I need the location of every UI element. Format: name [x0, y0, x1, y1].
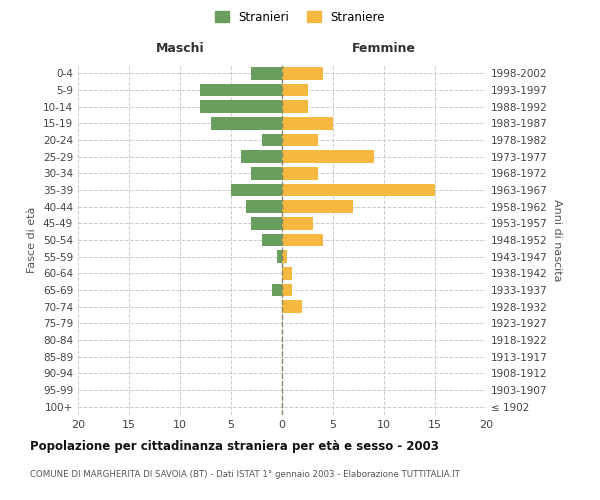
- Y-axis label: Anni di nascita: Anni di nascita: [551, 198, 562, 281]
- Y-axis label: Fasce di età: Fasce di età: [28, 207, 37, 273]
- Bar: [251, 167, 282, 179]
- Bar: [282, 67, 323, 80]
- Bar: [262, 234, 282, 246]
- Bar: [282, 167, 318, 179]
- Bar: [262, 134, 282, 146]
- Bar: [272, 284, 282, 296]
- Bar: [282, 84, 308, 96]
- Bar: [282, 300, 302, 313]
- Text: Maschi: Maschi: [155, 42, 205, 54]
- Bar: [282, 150, 374, 163]
- Bar: [282, 267, 292, 280]
- Text: Popolazione per cittadinanza straniera per età e sesso - 2003: Popolazione per cittadinanza straniera p…: [30, 440, 439, 453]
- Bar: [282, 100, 308, 113]
- Bar: [282, 134, 318, 146]
- Bar: [282, 200, 353, 213]
- Bar: [200, 84, 282, 96]
- Bar: [247, 200, 282, 213]
- Bar: [211, 117, 282, 130]
- Bar: [251, 217, 282, 230]
- Bar: [241, 150, 282, 163]
- Bar: [282, 250, 287, 263]
- Bar: [231, 184, 282, 196]
- Bar: [282, 117, 333, 130]
- Bar: [282, 284, 292, 296]
- Bar: [282, 234, 323, 246]
- Bar: [277, 250, 282, 263]
- Bar: [200, 100, 282, 113]
- Text: Femmine: Femmine: [352, 42, 416, 54]
- Bar: [282, 184, 435, 196]
- Text: COMUNE DI MARGHERITA DI SAVOIA (BT) - Dati ISTAT 1° gennaio 2003 - Elaborazione : COMUNE DI MARGHERITA DI SAVOIA (BT) - Da…: [30, 470, 460, 479]
- Bar: [282, 217, 313, 230]
- Bar: [251, 67, 282, 80]
- Legend: Stranieri, Straniere: Stranieri, Straniere: [210, 6, 390, 28]
